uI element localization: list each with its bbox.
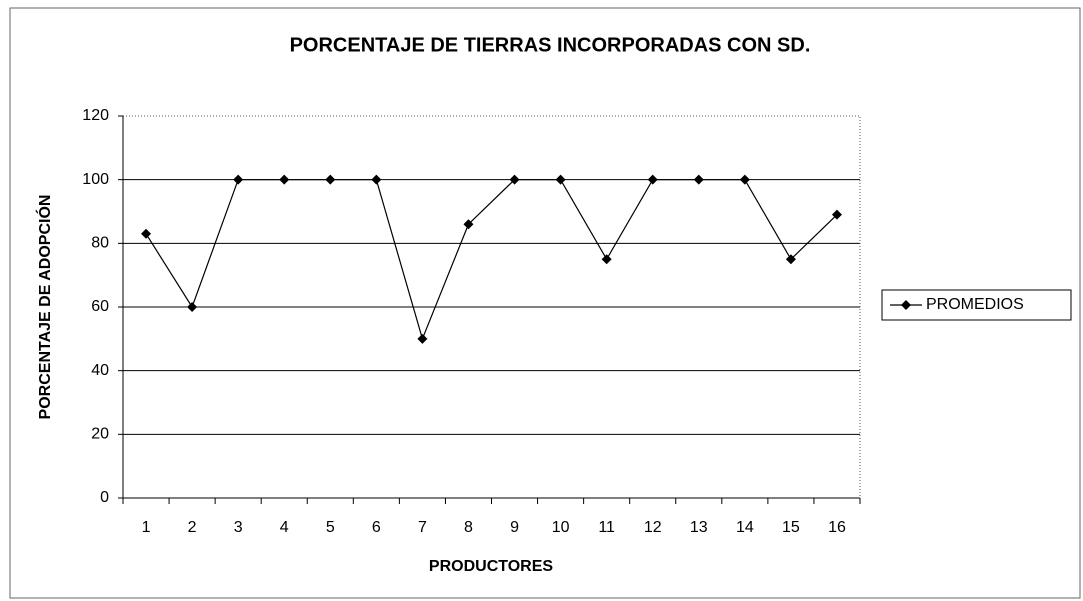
x-tick-label: 12 (644, 519, 662, 536)
point-marker (831, 209, 842, 220)
point-marker (371, 174, 382, 185)
point-marker (279, 174, 290, 185)
point-marker (509, 174, 520, 185)
y-tick-label: 80 (91, 235, 109, 252)
point-marker (233, 174, 244, 185)
x-tick-label: 10 (552, 519, 570, 536)
point-marker (647, 174, 658, 185)
point-marker (693, 174, 704, 185)
x-tick-label: 14 (736, 519, 754, 536)
y-tick-label: 0 (100, 489, 109, 506)
y-tick-label: 20 (91, 426, 109, 443)
point-marker (785, 254, 796, 265)
x-tick-label: 4 (280, 519, 289, 536)
point-marker (187, 302, 198, 312)
y-tick-label: 120 (82, 107, 109, 124)
x-tick-label: 9 (510, 519, 519, 536)
x-tick-label: 13 (690, 519, 708, 536)
point-marker (555, 174, 566, 185)
point-marker (601, 254, 612, 265)
y-tick-label: 100 (82, 171, 109, 188)
x-tick-label: 8 (464, 519, 473, 536)
x-tick-label: 16 (828, 519, 846, 536)
y-tick-label: 40 (91, 362, 109, 379)
chart-title: PORCENTAJE DE TIERRAS INCORPORADAS CON S… (290, 34, 811, 56)
x-tick-label: 6 (372, 519, 381, 536)
y-tick-label: 60 (91, 298, 109, 315)
x-tick-label: 2 (188, 519, 197, 536)
point-marker (141, 228, 152, 239)
series-line (145, 179, 838, 341)
x-tick-label: 11 (598, 519, 615, 536)
point-marker (739, 174, 750, 185)
x-tick-label: 15 (782, 519, 800, 536)
point-marker (417, 333, 428, 344)
x-tick-label: 3 (234, 519, 243, 536)
point-marker (463, 219, 474, 230)
x-tick-label: 7 (418, 519, 427, 536)
legend-marker (901, 300, 911, 310)
x-tick-label: 1 (142, 519, 151, 536)
legend-label: PROMEDIOS (926, 296, 1024, 313)
x-tick-label: 5 (326, 519, 335, 536)
y-axis-label: PORCENTAJE DE ADOPCIÓN (35, 195, 54, 420)
x-axis-label: PRODUCTORES (429, 558, 553, 575)
point-marker (325, 174, 336, 185)
